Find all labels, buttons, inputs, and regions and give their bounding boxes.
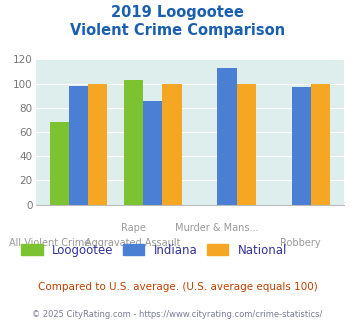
Bar — [292, 87, 311, 205]
Text: All Violent Crime: All Violent Crime — [9, 238, 90, 248]
Text: Murder & Mans...: Murder & Mans... — [175, 223, 258, 233]
Text: Compared to U.S. average. (U.S. average equals 100): Compared to U.S. average. (U.S. average … — [38, 282, 317, 292]
Bar — [88, 83, 108, 205]
Bar — [69, 86, 88, 205]
Text: Aggravated Assault: Aggravated Assault — [86, 238, 181, 248]
Legend: Loogootee, Indiana, National: Loogootee, Indiana, National — [17, 239, 291, 261]
Bar — [124, 80, 143, 205]
Text: 2019 Loogootee: 2019 Loogootee — [111, 5, 244, 20]
Text: © 2025 CityRating.com - https://www.cityrating.com/crime-statistics/: © 2025 CityRating.com - https://www.city… — [32, 310, 323, 319]
Bar — [217, 68, 237, 205]
Bar — [311, 83, 330, 205]
Bar — [143, 101, 163, 205]
Text: Robbery: Robbery — [280, 238, 321, 248]
Bar — [50, 122, 69, 205]
Bar — [163, 83, 182, 205]
Text: Violent Crime Comparison: Violent Crime Comparison — [70, 23, 285, 38]
Bar — [237, 83, 256, 205]
Text: Rape: Rape — [121, 223, 146, 233]
